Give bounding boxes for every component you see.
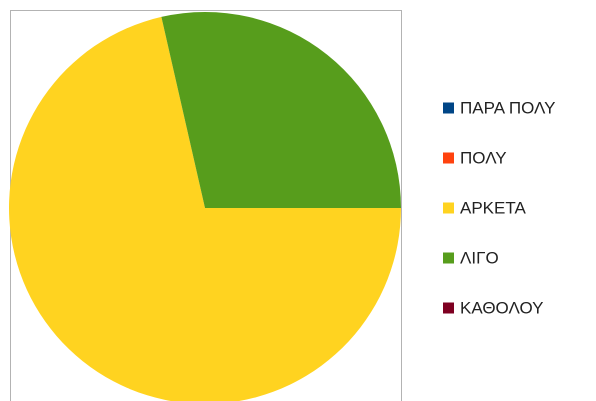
legend-label: ΛΙΓΟ — [460, 248, 499, 267]
legend: ΠΑΡΑ ΠΟΛΥ ΠΟΛΥ ΑΡΚΕΤΑ ΛΙΓΟ ΚΑΘΟΛΟΥ — [443, 98, 555, 317]
legend-label: ΚΑΘΟΛΟΥ — [460, 298, 543, 317]
legend-swatch — [443, 102, 454, 114]
pie-slice — [161, 12, 401, 209]
legend-label: ΑΡΚΕΤΑ — [460, 198, 526, 217]
legend-swatch — [443, 152, 454, 164]
pie-slice — [9, 16, 401, 401]
pie — [9, 12, 401, 401]
legend-swatch — [443, 252, 454, 264]
legend-label: ΠΑΡΑ ΠΟΛΥ — [460, 98, 555, 117]
legend-swatch — [443, 302, 454, 314]
legend-swatch — [443, 202, 454, 214]
legend-label: ΠΟΛΥ — [460, 148, 507, 167]
